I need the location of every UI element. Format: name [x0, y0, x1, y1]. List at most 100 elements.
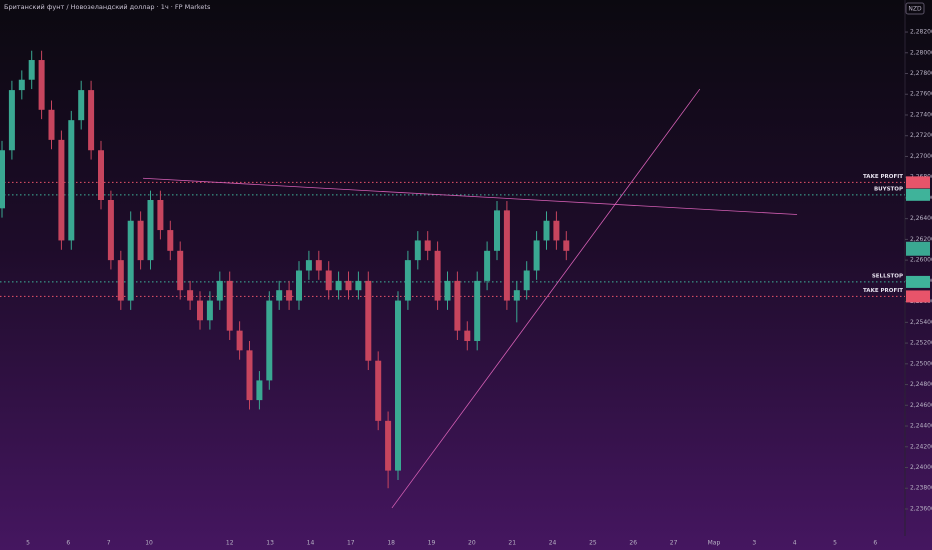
x-tick-label: 6 [873, 540, 877, 547]
y-tick-label: 2,24200 [910, 443, 932, 450]
y-tick-label: 2,25200 [910, 340, 932, 347]
x-tick-label: 4 [793, 540, 797, 547]
candle-body [454, 280, 461, 331]
candle-body [98, 150, 104, 201]
y-tick-label: 2,27000 [910, 153, 932, 160]
candle-body [464, 330, 471, 342]
candle-body [385, 420, 392, 471]
candle-body [424, 240, 431, 251]
candle-body [404, 260, 411, 301]
currency-box[interactable] [905, 2, 925, 15]
candle-body [28, 60, 35, 80]
x-tick-label: 24 [549, 540, 557, 547]
y-tick-label: 2,24800 [910, 381, 932, 388]
y-tick-label: 2,26000 [910, 257, 932, 264]
x-tick-label: 12 [226, 540, 234, 547]
candle-body [187, 290, 194, 301]
candle-body [8, 90, 15, 151]
x-tick-label: 3 [752, 540, 756, 547]
y-tick-label: 2,24400 [910, 423, 932, 430]
candle-body [147, 200, 154, 261]
candle-body [226, 280, 233, 331]
candle-body [395, 300, 401, 471]
current-price-tag [906, 241, 930, 256]
candle-body [216, 280, 223, 301]
y-tick-label: 2,24000 [910, 464, 932, 471]
candle-body [553, 220, 560, 241]
x-tick-label: 10 [145, 540, 153, 547]
candle-body [266, 300, 273, 381]
x-tick-label: 5 [26, 540, 30, 547]
x-tick-label: 13 [266, 540, 274, 547]
candle-body [563, 240, 570, 251]
candle-body [523, 270, 530, 291]
x-tick-label: 17 [347, 540, 355, 547]
candle-body [18, 79, 25, 91]
candle-body [0, 150, 5, 209]
y-tick-label: 2,23800 [910, 485, 932, 492]
y-tick-label: 2,23600 [910, 505, 932, 512]
x-tick-label: 25 [589, 540, 597, 547]
candle-body [494, 210, 500, 251]
y-tick-label: 2,28000 [910, 49, 932, 56]
candle-body [365, 280, 372, 361]
candle-body [38, 60, 45, 110]
trendline [391, 88, 701, 509]
level-tag [906, 275, 930, 288]
y-tick-label: 2,26400 [910, 215, 932, 222]
x-tick-label: 18 [387, 540, 395, 547]
candle-body [345, 280, 352, 291]
y-tick-label: 2,24600 [910, 402, 932, 409]
candle-body [197, 300, 203, 321]
candle-body [296, 270, 302, 301]
candle-body [48, 109, 55, 140]
candle-body [236, 330, 243, 351]
candle-body [167, 230, 174, 251]
level-label: SELLSTOP [872, 273, 903, 279]
y-tick-label: 2,28200 [910, 29, 932, 36]
candle-body [137, 220, 144, 261]
trendline [142, 177, 798, 215]
candle-body [474, 280, 481, 342]
candle-body [117, 260, 124, 301]
y-tick-label: 2,26200 [910, 236, 932, 243]
y-tick-label: 2,27200 [910, 132, 932, 139]
candle-body [256, 380, 263, 401]
currency[interactable]: NZD [908, 6, 922, 13]
candle-body [484, 250, 491, 281]
candle-body [375, 360, 382, 421]
y-tick-label: 2,27800 [910, 70, 932, 77]
candle-body [444, 280, 451, 301]
x-tick-label: Мар [708, 540, 721, 547]
candle-body [414, 240, 421, 261]
chart-title: Британский фунт / Новозеландский доллар … [4, 3, 211, 11]
x-tick-label: 27 [670, 540, 678, 547]
candle-body [246, 350, 253, 401]
y-tick-label: 2,27600 [910, 91, 932, 98]
x-tick-label: 7 [107, 540, 111, 547]
x-tick-label: 21 [508, 540, 516, 547]
level-label: BUYSTOP [874, 186, 903, 192]
candle-body [513, 290, 520, 301]
candle-body [68, 120, 75, 241]
x-tick-label: 19 [428, 540, 436, 547]
candle-body [503, 210, 510, 301]
candle-body [355, 280, 362, 291]
candle-body [286, 290, 293, 301]
candle-body [206, 300, 213, 321]
candle-body [276, 290, 283, 301]
x-tick-label: 20 [468, 540, 476, 547]
candle-body [107, 200, 114, 261]
candle-body [78, 90, 85, 121]
x-tick-label: 5 [833, 540, 837, 547]
level-tag [906, 290, 930, 303]
x-tick-label: 26 [629, 540, 637, 547]
level-tag [906, 188, 930, 201]
candle-body [315, 260, 322, 271]
y-tick-label: 2,25400 [910, 319, 932, 326]
candle-body [325, 270, 332, 291]
level-label: TAKE PROFIT [863, 288, 903, 294]
candle-body [88, 90, 95, 151]
